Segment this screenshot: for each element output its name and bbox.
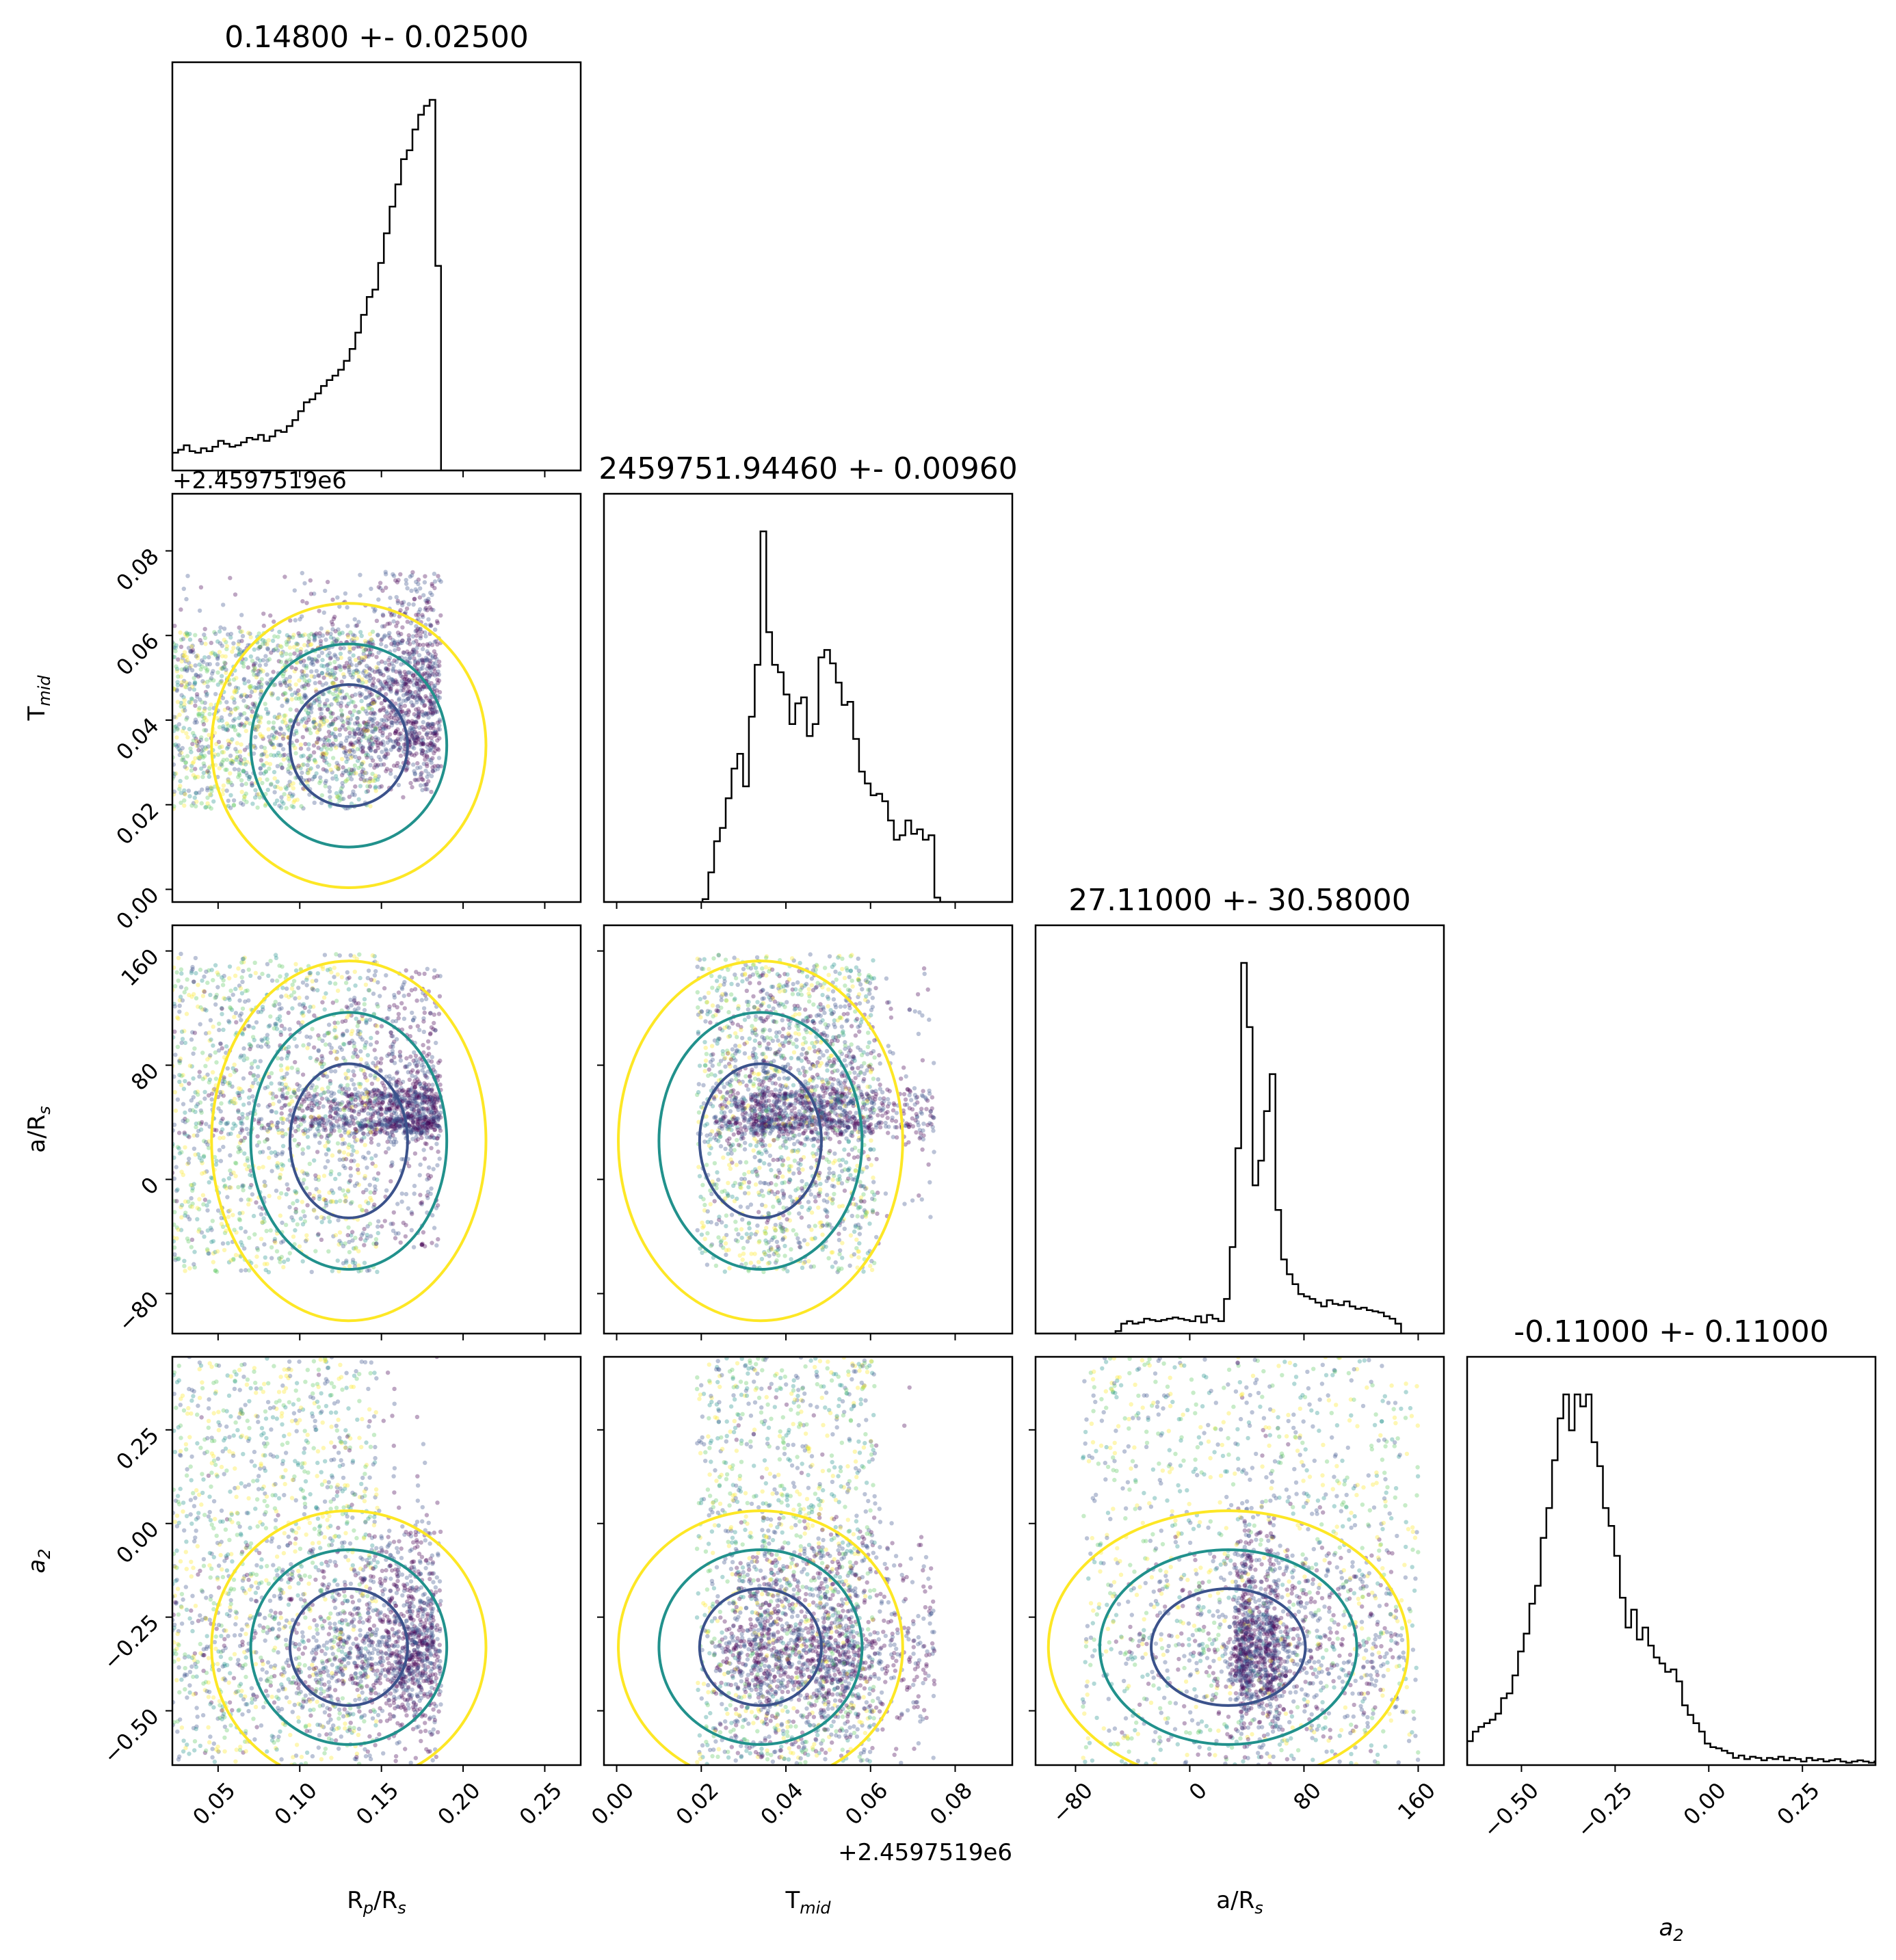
axes-frame <box>603 492 1014 903</box>
y-axis-label-ars: a/Rs <box>23 1106 54 1152</box>
x-tick-label: 0.02 <box>671 1777 724 1830</box>
x-tick-label: 0.06 <box>840 1777 893 1830</box>
scatter-panel-rp-vs-a2: 0.05 0.10 0.15 0.20 0.25 −0.50 −0.25 0.00 0.25 <box>98 1355 582 1830</box>
scatter-panel-rp-vs-tmid: 0.00 0.02 0.04 0.06 0.08 <box>111 492 582 934</box>
x-tick-label: 0.00 <box>1678 1777 1731 1830</box>
density-contour <box>249 1548 449 1746</box>
histogram-panel-rp <box>171 61 582 477</box>
density-contour <box>698 1587 823 1707</box>
x-tick-label: 0.25 <box>514 1777 567 1830</box>
axes-frame <box>1466 1355 1877 1766</box>
density-contour <box>1098 1548 1358 1746</box>
density-contour <box>249 642 449 849</box>
density-contour <box>617 1509 904 1765</box>
density-contour <box>288 1587 409 1707</box>
panel-title: -0.11000 +- 0.11000 <box>1514 1314 1829 1349</box>
x-tick-label: −80 <box>1046 1777 1098 1829</box>
y-tick-label: −80 <box>113 1286 164 1337</box>
scatter-points <box>1080 1357 1421 1765</box>
x-tick-label: 0.15 <box>351 1777 404 1830</box>
y-tick-label: 0.25 <box>111 1422 163 1475</box>
y-tick-label: 80 <box>126 1057 164 1096</box>
scatter-panel-tmid-vs-ars <box>597 924 1014 1340</box>
y-axis-label-a2: a2 <box>23 1548 54 1573</box>
density-contour <box>1046 1509 1410 1765</box>
x-tick-label: 0.25 <box>1772 1777 1825 1830</box>
panel-title: 0.14800 +- 0.02500 <box>224 20 529 55</box>
x-tick-label: 0.04 <box>755 1777 808 1830</box>
y-tick-label: 0.08 <box>111 543 163 596</box>
histogram-panel-tmid <box>603 492 1014 909</box>
scatter-points <box>694 1357 937 1765</box>
density-contour <box>657 1011 864 1271</box>
histogram-line <box>172 98 581 471</box>
x-axis-label-ars: a/Rs <box>1216 1887 1263 1918</box>
scatter-panel-rp-vs-ars: −80 0 80 160 <box>113 924 582 1340</box>
scatter-points <box>172 951 443 1275</box>
density-contour <box>698 1062 823 1219</box>
density-contour <box>657 1548 864 1746</box>
x-tick-label: 0.20 <box>432 1777 485 1830</box>
density-contour <box>210 959 488 1323</box>
y-tick-label: −0.25 <box>98 1609 163 1675</box>
density-contour <box>288 683 409 808</box>
x-tick-label: 0.00 <box>586 1777 639 1830</box>
y-tick-label: 0.06 <box>111 628 163 680</box>
axes-frame <box>171 492 582 903</box>
y-tick-label: 0.04 <box>111 713 163 765</box>
scatter-panel-tmid-vs-a2: 0.00 0.02 0.04 0.06 0.08 <box>586 1355 1014 1830</box>
y-tick-label: 0.02 <box>111 797 163 849</box>
density-contour <box>210 1509 488 1765</box>
panel-title: 2459751.94460 +- 0.00960 <box>598 451 1018 486</box>
axes-frame <box>171 61 582 472</box>
axes-frame <box>1034 924 1445 1335</box>
scatter-points <box>695 952 936 1275</box>
density-contour <box>249 1011 449 1271</box>
density-contour <box>617 959 904 1323</box>
y-tick-label: 0.00 <box>111 882 163 934</box>
x-tick-label: −0.25 <box>1572 1777 1637 1843</box>
density-contour <box>210 602 488 889</box>
x-axis-label-rp: Rp/Rs <box>347 1887 406 1918</box>
axes-frame <box>1034 1355 1445 1766</box>
axes-frame <box>603 924 1014 1335</box>
scatter-points <box>172 570 443 811</box>
x-tick-label: 0 <box>1184 1777 1212 1805</box>
y-offset-text: +2.4597519e6 <box>172 467 347 494</box>
scatter-points <box>172 1357 443 1765</box>
panel-title: 27.11000 +- 30.58000 <box>1068 883 1411 918</box>
y-tick-label: 0.00 <box>111 1516 163 1569</box>
density-contour <box>288 1062 409 1219</box>
x-tick-label: 160 <box>1393 1777 1440 1825</box>
x-tick-label: 0.08 <box>925 1777 977 1830</box>
density-contour <box>1150 1587 1307 1707</box>
x-tick-label: 0.10 <box>269 1777 322 1830</box>
y-axis-label-tmid: Tmid <box>23 675 54 721</box>
x-axis-label-tmid: Tmid <box>785 1887 831 1918</box>
axes-frame <box>603 1355 1014 1766</box>
histogram-panel-a2: −0.50 −0.25 0.00 0.25 <box>1466 1355 1877 1843</box>
histogram-line <box>604 530 1012 902</box>
axes-frame <box>171 924 582 1335</box>
histogram-line <box>1467 1393 1875 1765</box>
x-tick-label: 80 <box>1288 1777 1326 1816</box>
histogram-line <box>1036 962 1444 1334</box>
y-tick-label: −0.50 <box>98 1703 163 1769</box>
histogram-panel-ars <box>1034 924 1445 1340</box>
x-offset-text: +2.4597519e6 <box>838 1839 1012 1866</box>
axes-frame <box>171 1355 582 1766</box>
x-tick-label: 0.05 <box>187 1777 240 1830</box>
x-tick-label: −0.50 <box>1478 1777 1544 1843</box>
y-tick-label: 0 <box>135 1171 163 1200</box>
y-tick-label: 160 <box>116 943 164 991</box>
x-axis-label-a2: a2 <box>1659 1914 1683 1945</box>
scatter-panel-ars-vs-a2: −80 0 80 160 <box>1029 1355 1445 1829</box>
